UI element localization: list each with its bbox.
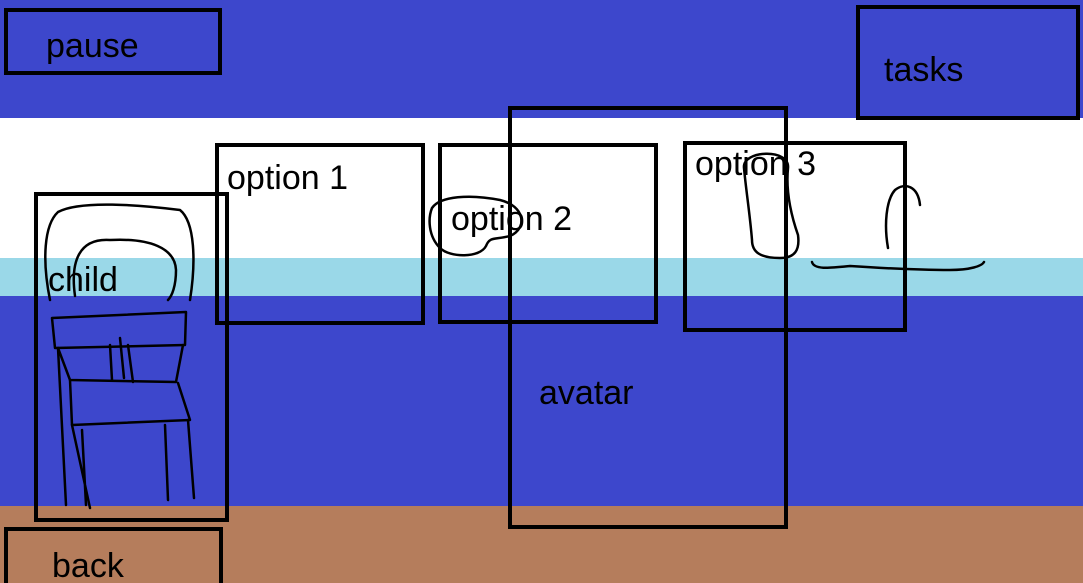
avatar-character[interactable]: avatar bbox=[508, 106, 788, 529]
child-label: child bbox=[48, 261, 118, 299]
avatar-label: avatar bbox=[539, 374, 634, 412]
tasks-button[interactable]: tasks bbox=[856, 5, 1080, 120]
pause-label: pause bbox=[46, 27, 139, 65]
back-button[interactable]: back bbox=[4, 527, 223, 583]
option-1-button[interactable]: option 1 bbox=[215, 143, 425, 325]
option-1-label: option 1 bbox=[227, 159, 348, 197]
option-3-label: option 3 bbox=[695, 145, 816, 183]
back-label: back bbox=[52, 547, 124, 583]
top-blue-band bbox=[0, 0, 1083, 118]
tasks-label: tasks bbox=[884, 51, 964, 89]
pause-button[interactable]: pause bbox=[4, 8, 222, 75]
option-3-button[interactable]: option 3 bbox=[683, 141, 907, 332]
child-character[interactable]: child bbox=[34, 192, 229, 522]
